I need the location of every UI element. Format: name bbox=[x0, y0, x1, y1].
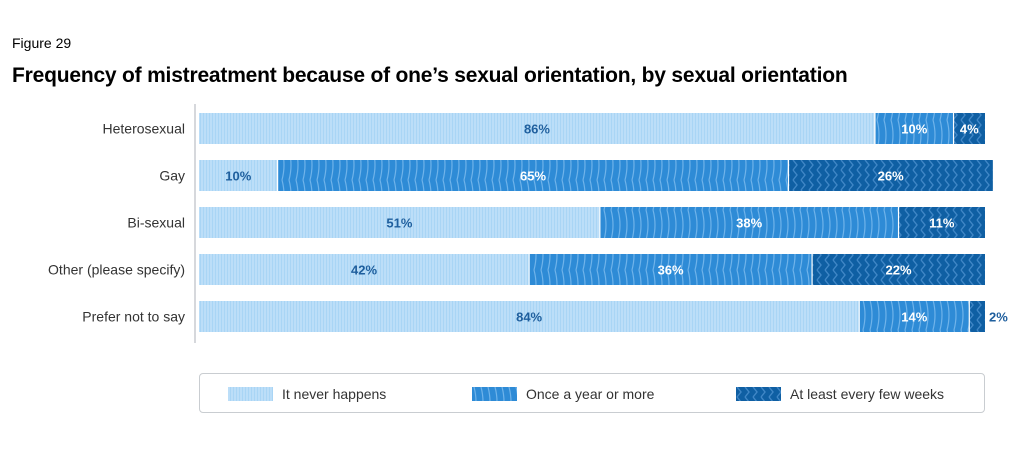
legend-swatch-yearly bbox=[472, 387, 517, 401]
data-label-heterosexual-once-a-year-or-more: 10% bbox=[901, 122, 927, 137]
data-label-bi-sexual-it-never-happens: 51% bbox=[386, 216, 412, 231]
bar-prefer-not-to-say-it-never-happens bbox=[199, 301, 860, 332]
data-label-prefer-not-to-say-it-never-happens: 84% bbox=[516, 310, 542, 325]
bar-gay-once-a-year-or-more bbox=[277, 160, 789, 191]
legend-label-yearly: Once a year or more bbox=[526, 386, 655, 402]
data-label-heterosexual-it-never-happens: 86% bbox=[524, 122, 550, 137]
category-label-bi-sexual: Bi-sexual bbox=[127, 215, 185, 231]
data-label-other-please-specify-it-never-happens: 42% bbox=[351, 263, 377, 278]
category-label-other-please-specify: Other (please specify) bbox=[48, 262, 185, 278]
bar-other-please-specify-it-never-happens bbox=[199, 254, 530, 285]
bar-prefer-not-to-say-at-least-every-few-weeks bbox=[969, 301, 985, 332]
bar-bi-sexual-at-least-every-few-weeks bbox=[898, 207, 985, 238]
bar-gay-at-least-every-few-weeks bbox=[788, 160, 993, 191]
legend-item-never: It never happens bbox=[228, 385, 386, 403]
bar-prefer-not-to-say-once-a-year-or-more bbox=[859, 301, 970, 332]
legend-swatch-weeks bbox=[736, 387, 781, 401]
data-label-heterosexual-at-least-every-few-weeks: 4% bbox=[960, 122, 979, 137]
data-label-gay-it-never-happens: 10% bbox=[225, 169, 251, 184]
category-label-gay: Gay bbox=[159, 168, 185, 184]
bar-heterosexual-once-a-year-or-more bbox=[874, 113, 954, 144]
bar-bi-sexual-it-never-happens bbox=[199, 207, 600, 238]
category-label-prefer-not-to-say: Prefer not to say bbox=[82, 309, 185, 325]
chart-title: Frequency of mistreatment because of one… bbox=[12, 64, 848, 87]
figure-label: Figure 29 bbox=[12, 35, 72, 51]
bar-heterosexual-it-never-happens bbox=[199, 113, 875, 144]
legend-swatch-never bbox=[228, 387, 273, 401]
data-label-prefer-not-to-say-at-least-every-few-weeks: 2% bbox=[989, 310, 1008, 325]
data-label-other-please-specify-at-least-every-few-weeks: 22% bbox=[886, 263, 912, 278]
bar-gay-it-never-happens bbox=[199, 160, 278, 191]
data-label-bi-sexual-at-least-every-few-weeks: 11% bbox=[929, 216, 955, 231]
bar-other-please-specify-at-least-every-few-weeks bbox=[812, 254, 985, 285]
legend: It never happens Once a year or more At … bbox=[199, 373, 985, 413]
data-label-prefer-not-to-say-once-a-year-or-more: 14% bbox=[901, 310, 927, 325]
legend-label-never: It never happens bbox=[282, 386, 387, 402]
legend-item-yearly: Once a year or more bbox=[472, 385, 654, 403]
bar-heterosexual-at-least-every-few-weeks bbox=[953, 113, 985, 144]
data-label-gay-once-a-year-or-more: 65% bbox=[520, 169, 546, 184]
data-label-other-please-specify-once-a-year-or-more: 36% bbox=[658, 263, 684, 278]
bar-other-please-specify-once-a-year-or-more bbox=[529, 254, 813, 285]
bar-bi-sexual-once-a-year-or-more bbox=[599, 207, 899, 238]
category-label-heterosexual: Heterosexual bbox=[103, 121, 186, 137]
legend-label-weeks: At least every few weeks bbox=[790, 386, 945, 402]
legend-item-weeks: At least every few weeks bbox=[736, 385, 944, 403]
data-label-bi-sexual-once-a-year-or-more: 38% bbox=[736, 216, 762, 231]
stacked-bar-chart: Heterosexual Gay Bi-sexual Other (please sp… bbox=[48, 104, 1008, 343]
data-label-gay-at-least-every-few-weeks: 26% bbox=[878, 169, 904, 184]
